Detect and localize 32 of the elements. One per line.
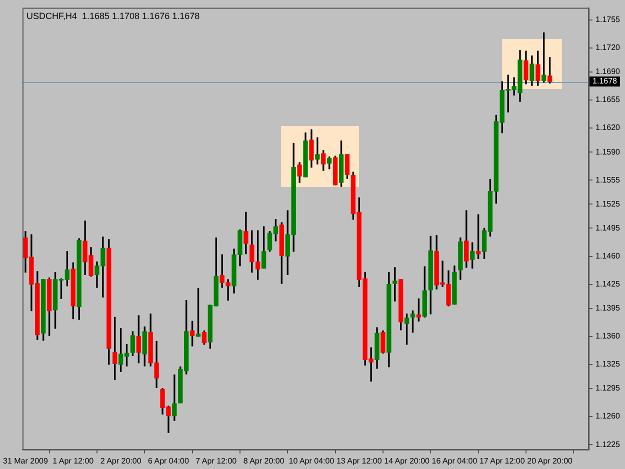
x-tick-label: 8 Apr 20:00 [243, 456, 285, 466]
x-tick-label: 1 Apr 12:00 [52, 456, 94, 466]
y-tick-label: 1.1360 [596, 332, 621, 341]
y-tick-label: 1.1555 [596, 175, 621, 184]
y-tick-label: 1.1720 [596, 43, 621, 52]
x-tick-label: 7 Apr 12:00 [196, 456, 238, 466]
y-tick-label: 1.1655 [596, 95, 621, 104]
y-tick-label: 1.1295 [596, 384, 621, 393]
y-tick-label: 1.1495 [596, 223, 621, 232]
x-tick-label: 2 Apr 20:00 [100, 456, 142, 466]
y-tick-label: 1.1620 [596, 123, 621, 132]
x-tick-label: 20 Apr 20:00 [527, 456, 574, 466]
y-tick-label: 1.1525 [596, 199, 621, 208]
x-tick-label: 6 Apr 04:00 [148, 456, 190, 466]
x-tick-label: 17 Apr 12:00 [479, 456, 526, 466]
y-tick-label: 1.1325 [596, 360, 621, 369]
y-tick-label: 1.1425 [596, 280, 621, 289]
y-tick-label: 1.1755 [596, 15, 621, 24]
y-tick-label: 1.1590 [596, 147, 621, 156]
y-tick-label: 1.1460 [596, 251, 621, 260]
ref-line-label: 1.1678 [592, 76, 618, 86]
x-tick-label: 31 Mar 2009 [3, 456, 48, 466]
y-tick-label: 1.1690 [596, 67, 621, 76]
y-tick-label: 1.1225 [596, 440, 621, 449]
y-tick-label: 1.1260 [596, 412, 621, 421]
chart-title: USDCHF,H4 1.1685 1.1708 1.1676 1.1678 [26, 10, 200, 21]
x-tick-label: 16 Apr 04:00 [432, 456, 478, 466]
x-tick-label: 14 Apr 20:00 [384, 456, 430, 466]
x-tick-label: 10 Apr 04:00 [288, 456, 335, 466]
candlestick [315, 137, 320, 164]
x-tick-label: 13 Apr 12:00 [336, 456, 382, 466]
y-tick-label: 1.1395 [596, 304, 621, 313]
